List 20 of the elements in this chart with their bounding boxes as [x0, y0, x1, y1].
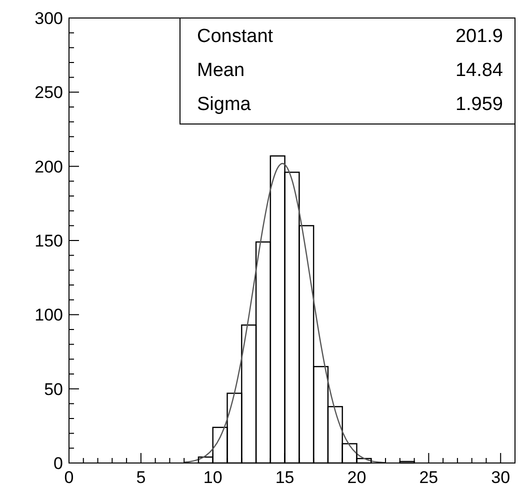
x-tick-label: 25	[419, 468, 438, 487]
y-tick-label: 150	[34, 231, 63, 250]
annotation: Sigma	[197, 94, 252, 115]
y-tick-label: 300	[34, 8, 63, 28]
annotation: Constant	[197, 26, 274, 47]
y-tick-label: 250	[34, 83, 63, 102]
y-tick-label: 200	[34, 157, 63, 176]
x-tick-label: 5	[136, 468, 146, 487]
x-tick-label: 10	[203, 468, 222, 487]
annotation: 14.84	[455, 60, 504, 81]
annotation: 201.9	[455, 26, 503, 47]
x-tick-label: 20	[347, 468, 366, 487]
line-series	[183, 162, 386, 464]
y-tick-label: 100	[34, 306, 63, 325]
x-tick-label: 15	[275, 468, 294, 487]
annotation: Mean	[197, 60, 245, 81]
x-tick-label: 30	[491, 468, 510, 487]
y-tick-label: 0	[54, 454, 63, 473]
annotation: 1.959	[455, 94, 503, 115]
y-tick-label: 50	[44, 380, 63, 399]
